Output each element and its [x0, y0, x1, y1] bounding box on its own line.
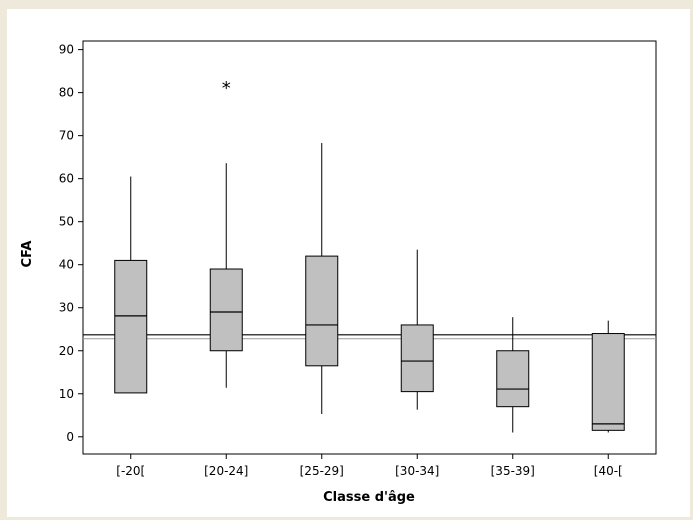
box-1 — [114, 176, 148, 394]
y-axis-title: CFA — [20, 241, 35, 268]
iqr-box — [496, 350, 530, 408]
x-tick-label: [20-24] — [204, 464, 248, 478]
y-tick-label: 50 — [59, 215, 74, 229]
y-tick-label: 0 — [66, 430, 74, 444]
y-tick-label: 30 — [59, 301, 74, 315]
boxes-group: * — [114, 78, 625, 433]
iqr-box — [209, 268, 243, 352]
y-tick-label: 10 — [59, 387, 74, 401]
y-tick-label: 60 — [59, 172, 74, 186]
iqr-box — [305, 255, 339, 367]
iqr-box — [400, 324, 434, 393]
x-tick-label: [35-39] — [491, 464, 535, 478]
reference-lines — [83, 334, 656, 340]
y-axis: 0 10 20 30 40 50 60 70 80 90 — [59, 43, 83, 444]
boxplot-chart: * 0 10 20 30 40 50 60 70 80 90 [-20[ [20-24] [25-29… — [20, 40, 657, 505]
x-tick-label: [40-[ — [594, 464, 623, 478]
x-axis: [-20[ [20-24] [25-29] [30-34] [35-39] [40-[ — [116, 454, 623, 478]
y-tick-label: 70 — [59, 129, 74, 143]
box-3 — [305, 142, 339, 414]
y-tick-label: 80 — [59, 86, 74, 100]
box-6 — [591, 320, 625, 433]
box-4 — [400, 249, 434, 410]
x-tick-label: [30-34] — [395, 464, 439, 478]
x-axis-title: Classe d'âge — [323, 490, 415, 505]
chart-figure: * 0 10 20 30 40 50 60 70 80 90 [-20[ [20-24] [25-29… — [7, 9, 690, 517]
iqr-box — [591, 333, 625, 431]
outlier-point: * — [222, 78, 231, 99]
iqr-box — [114, 259, 148, 394]
box-5 — [496, 317, 530, 433]
y-tick-label: 20 — [59, 344, 74, 358]
y-tick-label: 90 — [59, 43, 74, 57]
x-tick-label: [25-29] — [300, 464, 344, 478]
x-tick-label: [-20[ — [116, 464, 145, 478]
box-2: * — [209, 78, 243, 388]
plot-area — [82, 40, 657, 455]
y-tick-label: 40 — [59, 258, 74, 272]
